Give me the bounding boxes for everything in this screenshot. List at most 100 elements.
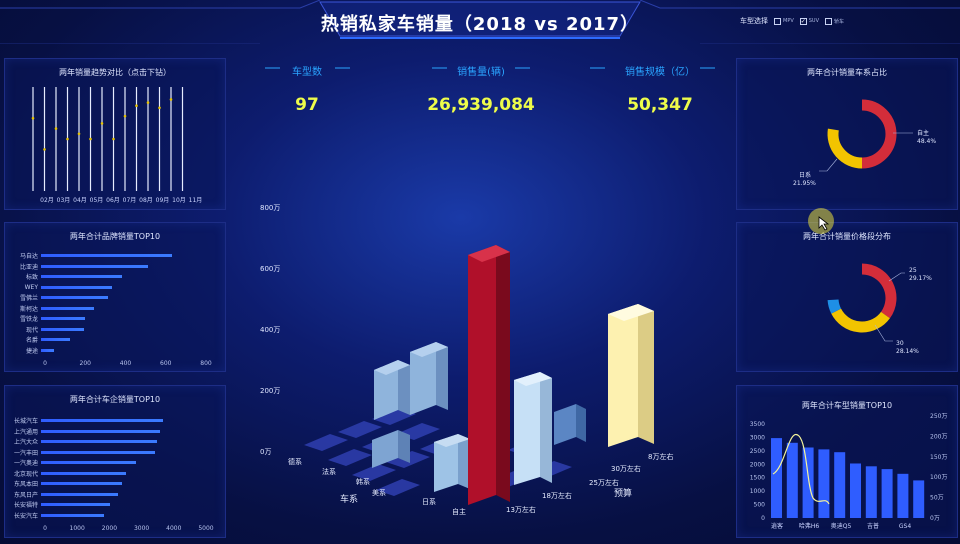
axis-tick-label: 3000 xyxy=(133,525,150,532)
model-bar[interactable] xyxy=(771,438,782,518)
trend-point[interactable] xyxy=(66,137,69,141)
trend-point[interactable] xyxy=(89,137,92,141)
trend-point[interactable] xyxy=(112,137,115,141)
trend-point[interactable] xyxy=(169,98,173,101)
model-trend-line[interactable] xyxy=(772,433,830,505)
bar-row[interactable]: WEY xyxy=(5,283,113,292)
bar-row[interactable]: 斯柯达 xyxy=(5,304,95,313)
bar-row[interactable]: 长城汽车 xyxy=(5,416,164,425)
filter-option-mpv[interactable]: MPV xyxy=(774,17,794,25)
bar[interactable] xyxy=(41,471,127,475)
bar[interactable] xyxy=(41,482,122,485)
model-bar[interactable] xyxy=(897,473,909,518)
donut-slice[interactable] xyxy=(827,128,863,169)
bar[interactable] xyxy=(41,285,113,289)
bar-row[interactable]: 长安福特 xyxy=(5,500,111,509)
bar-row[interactable]: 捷途 xyxy=(5,346,55,355)
bar-row[interactable]: 一汽丰田 xyxy=(5,448,156,457)
trend-point[interactable] xyxy=(123,114,127,118)
bar-row[interactable]: 标致 xyxy=(5,272,122,281)
bar[interactable] xyxy=(41,254,172,257)
model-bar[interactable] xyxy=(913,480,925,518)
trend-panel[interactable]: 两年销量趋势对比（点击下钻） 02月 03月 04月 05月 06月 07月 08月 09月 1… xyxy=(4,58,226,210)
bar-row[interactable]: 上汽通用 xyxy=(5,427,161,436)
bar[interactable] xyxy=(41,419,164,422)
trend-point[interactable] xyxy=(146,101,150,104)
bar[interactable] xyxy=(41,461,136,464)
bar-row[interactable]: 比亚迪 xyxy=(5,262,148,271)
trend-point[interactable] xyxy=(31,116,35,120)
bar[interactable] xyxy=(41,338,71,341)
kpi-model-count-value: 97 xyxy=(295,95,319,115)
model-combo-chart[interactable]: 3500 3000 2500 2000 1500 1000 500 0 250万 200万 150万… xyxy=(737,386,959,539)
trend-point[interactable] xyxy=(54,127,58,130)
bar[interactable] xyxy=(41,450,156,454)
model-bar[interactable] xyxy=(865,466,877,518)
price-label: 8万左右 xyxy=(648,452,673,461)
bar-row[interactable]: 北京现代 xyxy=(5,469,127,478)
trend-point[interactable] xyxy=(135,104,138,108)
bar-row[interactable]: 马自达 xyxy=(5,251,172,260)
bar-3d-domestic[interactable] xyxy=(468,245,510,505)
3d-bar-chart[interactable]: 800万 600万 400万 200万 0万 xyxy=(238,200,718,530)
bar-3d-yellow[interactable] xyxy=(608,304,654,447)
bar-3d-light-4[interactable] xyxy=(434,434,470,492)
donut-slice[interactable] xyxy=(827,299,842,314)
y-axis-label: 预算 xyxy=(614,487,632,499)
bar[interactable] xyxy=(41,317,86,320)
share-panel: 两年合计销量车系占比 自主 48.4% 日系 21.95% xyxy=(736,58,958,210)
bar-row[interactable]: 东风日产 xyxy=(5,490,119,499)
model-bar[interactable] xyxy=(834,452,846,518)
model-bar[interactable] xyxy=(818,449,830,518)
price-label: 25万左右 xyxy=(589,478,619,487)
donut-slice[interactable] xyxy=(861,99,897,169)
bar-row[interactable]: 东风本田 xyxy=(5,479,122,488)
bar[interactable] xyxy=(41,492,119,496)
trend-title: 两年销量趋势对比（点击下钻） xyxy=(59,68,171,77)
bar[interactable] xyxy=(41,275,122,278)
bar[interactable] xyxy=(41,348,55,352)
bar[interactable] xyxy=(41,503,111,506)
bar-3d-pale[interactable] xyxy=(514,372,552,485)
bar-3d-mid[interactable] xyxy=(554,404,586,445)
model-category-label: GS4 xyxy=(899,523,911,530)
bar-row[interactable]: 雪铁龙 xyxy=(5,314,86,323)
filter-option-sedan[interactable]: 轿车 xyxy=(825,17,844,25)
bar-3d-light-2[interactable] xyxy=(410,342,448,415)
bar-row[interactable]: 长安汽车 xyxy=(5,511,104,520)
donut-slice[interactable] xyxy=(831,308,890,333)
bar-row[interactable]: 名爵 xyxy=(5,335,71,344)
bar-row[interactable]: 一汽奥迪 xyxy=(5,458,136,467)
trend-chart[interactable]: 02月 03月 04月 05月 06月 07月 08月 09月 10月 11月 xyxy=(5,59,227,211)
axis-tick-label: 0 xyxy=(43,525,47,532)
filter-option-suv[interactable]: ✓ SUV xyxy=(799,17,819,25)
trend-month-label: 08月 xyxy=(139,197,153,204)
bar-3d-light-1[interactable] xyxy=(374,360,410,420)
bar[interactable] xyxy=(41,440,157,443)
bar[interactable] xyxy=(41,264,148,268)
donut-label: 25 xyxy=(909,267,917,274)
trend-point[interactable] xyxy=(43,148,46,151)
donut-slice[interactable] xyxy=(861,263,897,319)
bar-3d-light-3[interactable] xyxy=(372,430,410,468)
bar[interactable] xyxy=(41,296,109,299)
model-bar[interactable] xyxy=(881,469,893,518)
bar-label: 东风日产 xyxy=(13,491,38,499)
trend-point[interactable] xyxy=(158,106,161,110)
bar[interactable] xyxy=(41,429,161,433)
model-bar[interactable] xyxy=(802,447,814,519)
model-bar[interactable] xyxy=(786,442,798,518)
donut-pct: 29.17% xyxy=(909,275,932,282)
x-axis-label: 车系 xyxy=(340,493,358,505)
bar[interactable] xyxy=(41,513,104,517)
bar[interactable] xyxy=(41,306,95,310)
model-bar[interactable] xyxy=(850,463,861,518)
bar-row[interactable]: 雪佛兰 xyxy=(5,293,109,302)
trend-point[interactable] xyxy=(77,132,81,136)
bar-row[interactable]: 上汽大众 xyxy=(5,437,157,446)
bar[interactable] xyxy=(41,327,85,331)
trend-point[interactable] xyxy=(100,122,104,125)
bar-row[interactable]: 现代 xyxy=(5,325,85,334)
